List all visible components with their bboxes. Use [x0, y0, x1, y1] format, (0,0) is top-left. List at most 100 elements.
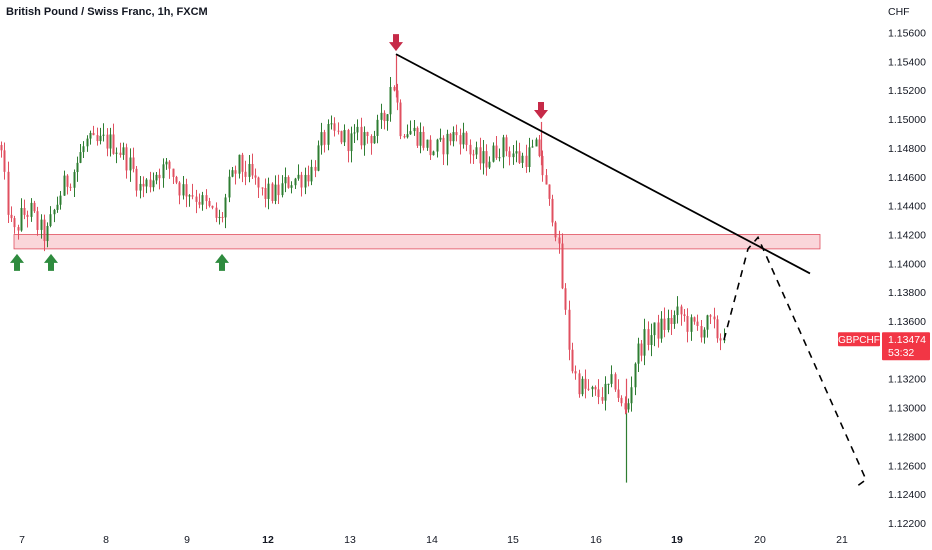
time-axis[interactable]: 7 8 9 12 13 14 15 16 19 20 21	[19, 534, 848, 546]
candle-body	[531, 146, 534, 148]
candle-body	[548, 184, 551, 199]
candle-body	[449, 133, 452, 142]
price-axis[interactable]: CHF 1.12200 1.12400 1.12600 1.12800 1.13000 1.…	[888, 6, 926, 530]
candle-body	[587, 388, 590, 390]
y-tick-label: 1.14200	[888, 229, 926, 241]
candle-body	[287, 177, 290, 188]
x-tick-label: 19	[671, 534, 683, 546]
candle-body	[617, 389, 620, 398]
candle-body	[660, 318, 663, 339]
candle-body	[274, 184, 277, 201]
candle-body	[558, 237, 561, 244]
support-zone	[13, 234, 821, 250]
candle-body	[36, 211, 39, 230]
candle-body	[0, 145, 3, 151]
candle-body	[149, 179, 152, 188]
candle-body	[347, 130, 350, 152]
candles-layer	[0, 54, 726, 483]
candle-body	[601, 397, 604, 401]
candle-body	[248, 163, 251, 177]
candle-body	[363, 132, 366, 146]
candle-body	[568, 309, 571, 350]
candle-body	[419, 131, 422, 146]
candle-body	[125, 147, 128, 171]
candle-body	[175, 176, 178, 183]
y-tick-label: 1.12600	[888, 460, 926, 472]
candle-body	[168, 161, 171, 169]
candle-body	[10, 214, 13, 219]
candle-body	[713, 316, 716, 320]
candle-body	[231, 170, 234, 177]
candle-body	[115, 152, 118, 154]
candle-body	[403, 136, 406, 138]
y-tick-label: 1.13800	[888, 287, 926, 299]
candle-body	[554, 222, 557, 238]
candle-body	[594, 386, 597, 390]
candle-body	[317, 145, 320, 171]
candle-body	[201, 195, 204, 205]
down-arrow-marker	[389, 34, 403, 52]
candle-body	[436, 139, 439, 152]
y-tick-label: 1.14600	[888, 172, 926, 184]
candle-body	[538, 139, 541, 156]
candle-body	[670, 317, 673, 324]
candle-body	[607, 383, 610, 385]
candle-body	[20, 208, 23, 231]
candle-body	[370, 136, 373, 144]
candle-body	[7, 171, 10, 215]
candle-body	[386, 114, 389, 122]
candle-body	[482, 151, 485, 164]
y-tick-label: 1.12200	[888, 518, 926, 530]
candle-body	[211, 205, 214, 208]
candle-body	[416, 127, 419, 146]
candle-body	[340, 131, 343, 143]
candle-body	[413, 127, 416, 132]
candle-body	[244, 171, 247, 177]
y-tick-label: 1.15000	[888, 114, 926, 126]
candle-body	[584, 378, 587, 389]
symbol-label: GBPCHF	[838, 335, 880, 346]
candle-body	[215, 207, 218, 218]
y-axis-unit: CHF	[888, 6, 910, 18]
candle-body	[3, 150, 6, 172]
candle-body	[119, 152, 122, 155]
candle-body	[634, 363, 637, 388]
candle-body	[152, 180, 155, 188]
markers-layer	[10, 34, 548, 271]
candle-body	[162, 164, 165, 179]
candle-body	[185, 184, 188, 197]
candle-body	[106, 134, 109, 149]
candle-body	[284, 177, 287, 184]
candle-body	[172, 168, 175, 177]
y-tick-label: 1.14800	[888, 143, 926, 155]
x-tick-label: 14	[426, 534, 438, 546]
candle-body	[376, 119, 379, 136]
candle-body	[439, 137, 442, 140]
x-tick-label: 20	[754, 534, 766, 546]
candle-body	[198, 201, 201, 205]
candle-body	[422, 131, 425, 148]
candle-body	[657, 322, 660, 339]
y-tick-label: 1.15400	[888, 56, 926, 68]
candle-body	[73, 172, 76, 188]
candle-body	[53, 209, 56, 215]
candle-body	[650, 335, 653, 345]
candle-body	[297, 174, 300, 179]
candle-body	[205, 195, 208, 202]
up-arrow-marker	[10, 253, 24, 271]
candle-body	[63, 175, 66, 196]
candle-body	[221, 216, 224, 218]
candle-body	[277, 184, 280, 196]
candle-body	[271, 183, 274, 201]
candle-body	[323, 132, 326, 145]
candle-body	[512, 153, 515, 158]
candle-body	[545, 175, 548, 185]
candle-body	[218, 216, 221, 218]
candle-body	[320, 132, 323, 146]
chart-title: British Pound / Swiss Franc, 1h, FXCM	[6, 6, 208, 18]
candle-body	[132, 157, 135, 169]
x-tick-label: 7	[19, 534, 25, 546]
candle-body	[195, 196, 198, 202]
y-tick-label: 1.14400	[888, 201, 926, 213]
